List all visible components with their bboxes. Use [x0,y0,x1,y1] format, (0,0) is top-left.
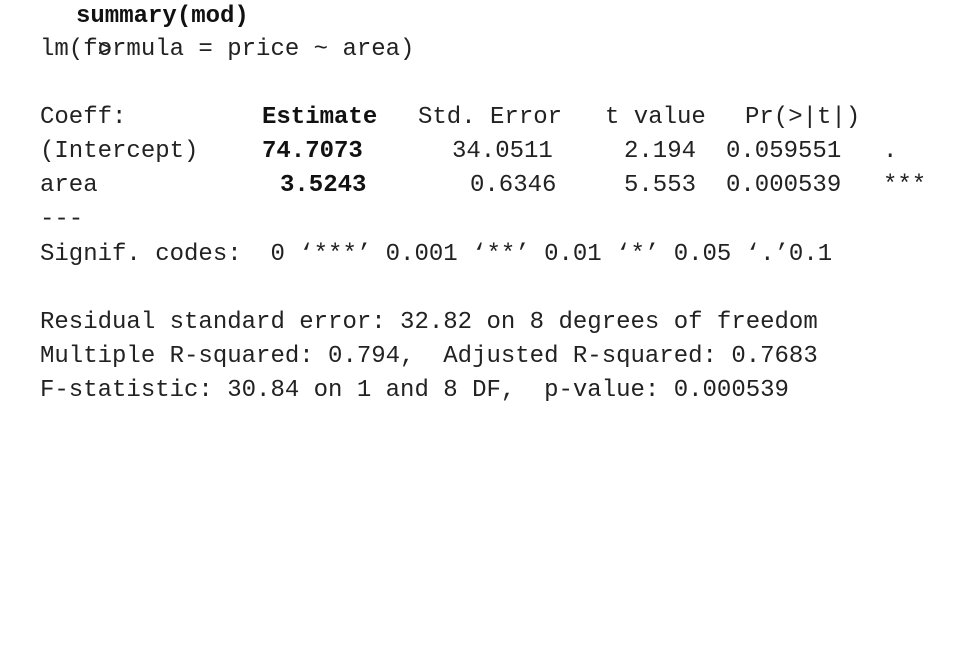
row-std-error: 0.6346 [470,172,557,199]
row-term: area [40,172,98,199]
row-term: (Intercept) [40,138,199,165]
row-estimate: 74.7073 [262,138,363,165]
r-console-output: > summary(mod) lm(formula = price ~ area… [40,0,962,430]
row-t-value: 5.553 [624,172,697,199]
r-squared-line: Multiple R-squared: 0.794, Adjusted R-sq… [40,343,818,370]
header-p-value: Pr(>|t|) [745,104,861,131]
row-std-error: 34.0511 [452,138,553,165]
command-line: > summary(mod) [40,0,249,64]
row-t-value: 2.194 [624,138,697,165]
coefficients-header: Coeff: Estimate Std. Error t value Pr(>|… [40,101,962,135]
residual-standard-error: Residual standard error: 32.82 on 8 degr… [40,309,818,336]
header-term: Coeff: [40,104,127,131]
row-estimate: 3.5243 [280,172,367,199]
row-p-value: 0.059551 [726,138,842,165]
signif-codes: Signif. codes: 0 ‘***’ 0.001 ‘**’ 0.01 ‘… [40,241,833,268]
header-estimate: Estimate [262,104,378,131]
command-text: summary(mod) [76,3,249,30]
header-t-value: t value [605,104,706,131]
header-std-error: Std. Error [418,104,563,131]
model-call: lm(formula = price ~ area) [40,36,415,63]
coefficient-row: (Intercept) 74.7073 34.0511 2.194 0.0595… [40,135,962,169]
row-p-value: 0.000539 [726,172,842,199]
row-signif-stars: . [883,138,898,165]
f-statistic-line: F-statistic: 30.84 on 1 and 8 DF, p-valu… [40,377,789,404]
separator: --- [40,206,84,233]
row-signif-stars: *** [883,172,927,199]
prompt-symbol: > [97,37,113,64]
coefficient-row: area 3.5243 0.6346 5.553 0.000539 *** [40,169,962,203]
